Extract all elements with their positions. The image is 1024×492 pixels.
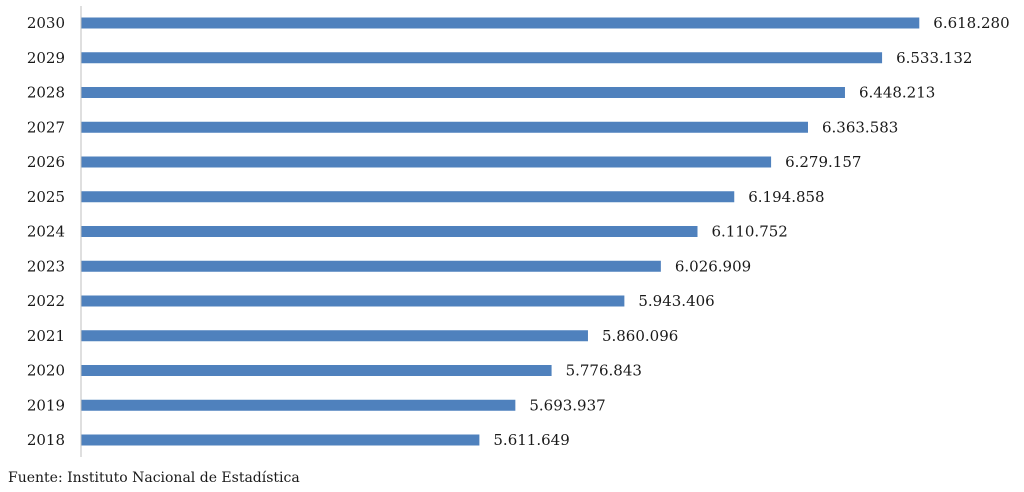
bar-2020 (81, 365, 552, 376)
tick-label-2018: 2018 (27, 431, 65, 449)
data-label-2030: 6.618.280 (933, 14, 1009, 32)
data-label-2022: 5.943.406 (638, 292, 714, 310)
bar-2024 (81, 226, 698, 237)
source-note: Fuente: Instituto Nacional de Estadístic… (8, 470, 300, 486)
bar-2023 (81, 260, 661, 272)
data-label-2027: 6.363.583 (822, 118, 898, 136)
tick-label-2025: 2025 (27, 188, 65, 206)
tick-label-2023: 2023 (27, 257, 65, 275)
data-label-2026: 6.279.157 (785, 153, 861, 171)
data-label-2021: 5.860.096 (602, 327, 678, 345)
bar-2022 (81, 295, 625, 307)
data-label-2020: 5.776.843 (566, 362, 642, 380)
tick-label-2024: 2024 (27, 223, 65, 241)
bar-2029 (81, 52, 883, 64)
bar-2025 (81, 191, 735, 203)
bar-2026 (81, 156, 772, 168)
tick-label-2022: 2022 (27, 292, 65, 310)
bar-2019 (81, 399, 516, 411)
bar-2018 (81, 434, 480, 446)
tick-label-2020: 2020 (27, 362, 65, 380)
bar-2028 (81, 87, 845, 98)
tick-label-2028: 2028 (27, 84, 65, 102)
bar-2030 (81, 17, 920, 29)
bars-group: 2030 6.618.280 2029 6.533.132 2028 6.448.213 2… (27, 14, 1010, 449)
tick-label-2019: 2019 (27, 396, 65, 414)
bar-2021 (81, 330, 588, 342)
tick-label-2029: 2029 (27, 49, 65, 67)
data-label-2025: 6.194.858 (748, 188, 824, 206)
data-label-2018: 5.611.649 (493, 431, 569, 449)
tick-label-2021: 2021 (27, 327, 65, 345)
data-label-2019: 5.693.937 (529, 396, 605, 414)
data-label-2028: 6.448.213 (859, 84, 935, 102)
tick-label-2030: 2030 (27, 14, 65, 32)
bar-2027 (81, 121, 808, 133)
data-label-2023: 6.026.909 (675, 257, 751, 275)
tick-label-2026: 2026 (27, 153, 65, 171)
tick-label-2027: 2027 (27, 118, 65, 136)
data-label-2024: 6.110.752 (711, 223, 787, 241)
data-label-2029: 6.533.132 (896, 49, 972, 67)
